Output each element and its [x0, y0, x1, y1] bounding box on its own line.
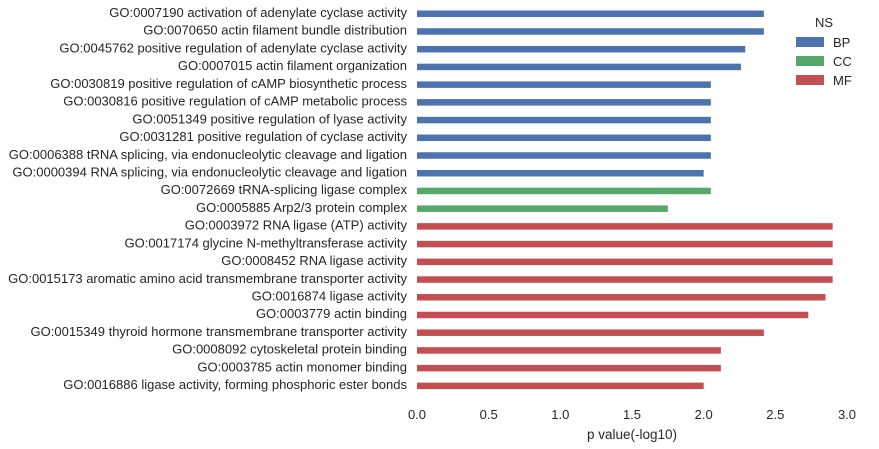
bar-mf	[417, 276, 833, 283]
category-label: GO:0008092 cytoskeletal protein binding	[172, 342, 407, 357]
bar-mf	[417, 329, 764, 336]
category-labels: GO:0007190 activation of adenylate cycla…	[8, 5, 407, 392]
category-label: GO:0030819 positive regulation of cAMP b…	[50, 76, 407, 91]
bars-group	[417, 10, 833, 390]
category-label: GO:0003785 actin monomer binding	[197, 359, 407, 374]
bar-mf	[417, 347, 721, 354]
bar-bp	[417, 116, 711, 124]
x-tick-label: 0.0	[408, 407, 426, 422]
bar-mf	[417, 240, 833, 248]
category-label: GO:0005885 Arp2/3 protein complex	[196, 200, 408, 215]
bar-mf	[417, 294, 826, 301]
bar-bp	[417, 10, 764, 17]
category-label: GO:0045762 positive regulation of adenyl…	[59, 40, 407, 55]
legend-label-cc: CC	[833, 54, 852, 69]
category-label: GO:0003972 RNA ligase (ATP) activity	[185, 218, 408, 233]
category-label: GO:0006388 tRNA splicing, via endonucleo…	[9, 147, 407, 162]
x-tick-label: 2.5	[766, 407, 784, 422]
bar-bp	[417, 169, 704, 177]
legend-title: NS	[815, 15, 833, 30]
bar-cc	[417, 187, 711, 195]
bar-bp	[417, 134, 711, 142]
category-label: GO:0015173 aromatic amino acid transmemb…	[8, 271, 407, 286]
legend-swatch-mf	[796, 75, 824, 85]
bar-mf	[417, 223, 833, 230]
bar-bp	[417, 28, 764, 35]
bar-mf	[417, 311, 809, 319]
legend: NS BP CC MF	[796, 15, 852, 88]
category-label: GO:0000394 RNA splicing, via endonucleol…	[12, 164, 407, 179]
x-axis-ticks: 0.0 0.5 1.0 1.5 2.0 2.5 3.0	[408, 407, 856, 422]
bar-bp	[417, 99, 711, 106]
legend-label-bp: BP	[833, 35, 850, 50]
bar-mf	[417, 382, 704, 390]
x-tick-label: 2.0	[695, 407, 713, 422]
category-label: GO:0016874 ligase activity	[252, 289, 408, 304]
bar-bp	[417, 45, 746, 53]
category-label: GO:0070650 actin filament bundle distrib…	[143, 23, 407, 38]
x-tick-label: 0.5	[480, 407, 498, 422]
legend-swatch-cc	[796, 56, 824, 66]
category-label: GO:0015349 thyroid hormone transmembrane…	[31, 324, 408, 339]
x-axis-title: p value(-log10)	[587, 427, 677, 442]
category-label: GO:0017174 glycine N-methyltransferase a…	[124, 235, 407, 250]
bar-mf	[417, 364, 721, 372]
legend-label-mf: MF	[833, 73, 852, 88]
legend-swatch-bp	[796, 37, 824, 47]
category-label: GO:0072669 tRNA-splicing ligase complex	[161, 182, 408, 197]
category-label: GO:0003779 actin binding	[256, 306, 407, 321]
category-label: GO:0031281 positive regulation of cyclas…	[119, 129, 407, 144]
bar-bp	[417, 81, 711, 88]
x-tick-label: 1.0	[551, 407, 569, 422]
category-label: GO:0007190 activation of adenylate cycla…	[109, 5, 407, 20]
bar-bp	[417, 152, 711, 159]
bar-cc	[417, 205, 668, 212]
category-label: GO:0030816 positive regulation of cAMP m…	[63, 94, 407, 109]
category-label: GO:0016886 ligase activity, forming phos…	[63, 377, 407, 392]
bar-mf	[417, 258, 833, 266]
category-label: GO:0007015 actin filament organization	[178, 58, 407, 73]
x-tick-label: 1.5	[623, 407, 641, 422]
category-label: GO:0008452 RNA ligase activity	[221, 253, 407, 268]
x-tick-label: 3.0	[838, 407, 856, 422]
category-label: GO:0051349 positive regulation of lyase …	[132, 111, 407, 126]
bar-bp	[417, 63, 741, 71]
